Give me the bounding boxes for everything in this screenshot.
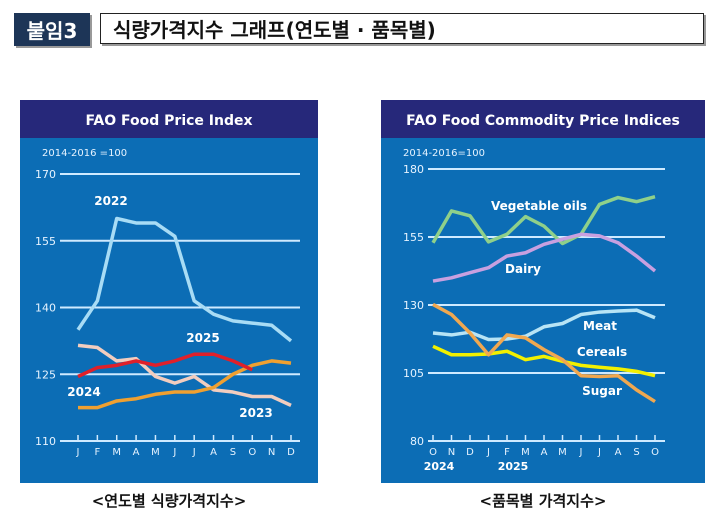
series-label: 2023: [239, 406, 272, 420]
x-tick-label: J: [192, 447, 196, 458]
page-title-text: 식량가격지수 그래프(연도별 · 품목별): [113, 18, 436, 42]
x-tick-label: F: [504, 447, 510, 458]
y-tick-label: 105: [403, 367, 424, 380]
x-tick-label: A: [133, 447, 140, 458]
x-tick-label: A: [210, 447, 217, 458]
chart-header: [381, 100, 705, 138]
year-label: 2024: [424, 460, 455, 473]
chart-subtitle: 2014-2016=100: [403, 148, 485, 159]
series-line-dairy: [432, 232, 657, 283]
caption-right: <품목별 가격지수>: [479, 492, 607, 510]
y-tick-label: 80: [410, 435, 424, 448]
x-tick-label: M: [151, 447, 160, 458]
chart-header: [20, 100, 318, 138]
x-tick-label: N: [448, 447, 455, 458]
series-label: Sugar: [582, 384, 622, 398]
plot-background: [20, 138, 318, 483]
series-line-vegetable-oils: [431, 195, 656, 246]
x-tick-label: O: [429, 447, 437, 458]
y-tick-label: 110: [35, 435, 56, 448]
x-tick-label: N: [268, 447, 275, 458]
x-tick-label: O: [248, 447, 256, 458]
y-tick-label: 180: [403, 163, 424, 176]
year-label: 2025: [498, 460, 529, 473]
x-tick-label: M: [521, 447, 530, 458]
y-tick-label: 125: [35, 368, 56, 381]
plot-background: [381, 138, 705, 483]
series-label: Cereals: [577, 345, 627, 359]
caption-left: <연도별 식량가격지수>: [91, 492, 247, 510]
y-tick-label: 130: [403, 299, 424, 312]
series-line-2023: [77, 343, 292, 407]
x-tick-label: O: [651, 447, 659, 458]
x-tick-label: F: [94, 447, 100, 458]
x-tick-label: S: [633, 447, 639, 458]
x-tick-label: D: [466, 447, 474, 458]
y-tick-label: 155: [403, 231, 424, 244]
y-tick-label: 155: [35, 235, 56, 248]
series-line-2024: [78, 359, 292, 410]
page-title: 식량가격지수 그래프(연도별 · 품목별): [100, 13, 704, 44]
chart-title: FAO Food Commodity Price Indices: [406, 113, 680, 129]
y-tick-label: 140: [35, 302, 56, 315]
series-label: 2024: [67, 385, 100, 399]
chart-title: FAO Food Price Index: [85, 113, 252, 129]
x-tick-label: S: [230, 447, 236, 458]
x-tick-label: M: [558, 447, 567, 458]
series-label: 2022: [94, 194, 127, 208]
x-tick-label: J: [597, 447, 601, 458]
series-line-2025: [77, 352, 254, 379]
x-tick-label: A: [541, 447, 548, 458]
series-line-2022: [76, 216, 293, 343]
x-tick-label: J: [579, 447, 583, 458]
appendix-tag: 붙임3: [14, 13, 90, 46]
x-tick-label: J: [76, 447, 80, 458]
series-label: Vegetable oils: [491, 199, 587, 213]
x-tick-label: D: [287, 447, 295, 458]
chart-subtitle: 2014-2016 =100: [42, 148, 127, 159]
series-line-sugar: [432, 302, 656, 404]
series-label: Dairy: [505, 262, 541, 276]
x-tick-label: J: [172, 447, 176, 458]
series-line-cereals: [432, 344, 656, 378]
series-label: Meat: [583, 319, 617, 333]
x-tick-label: A: [615, 447, 622, 458]
series-label: 2025: [186, 331, 219, 345]
x-tick-label: J: [486, 447, 490, 458]
x-tick-label: M: [112, 447, 121, 458]
y-tick-label: 170: [35, 168, 56, 181]
